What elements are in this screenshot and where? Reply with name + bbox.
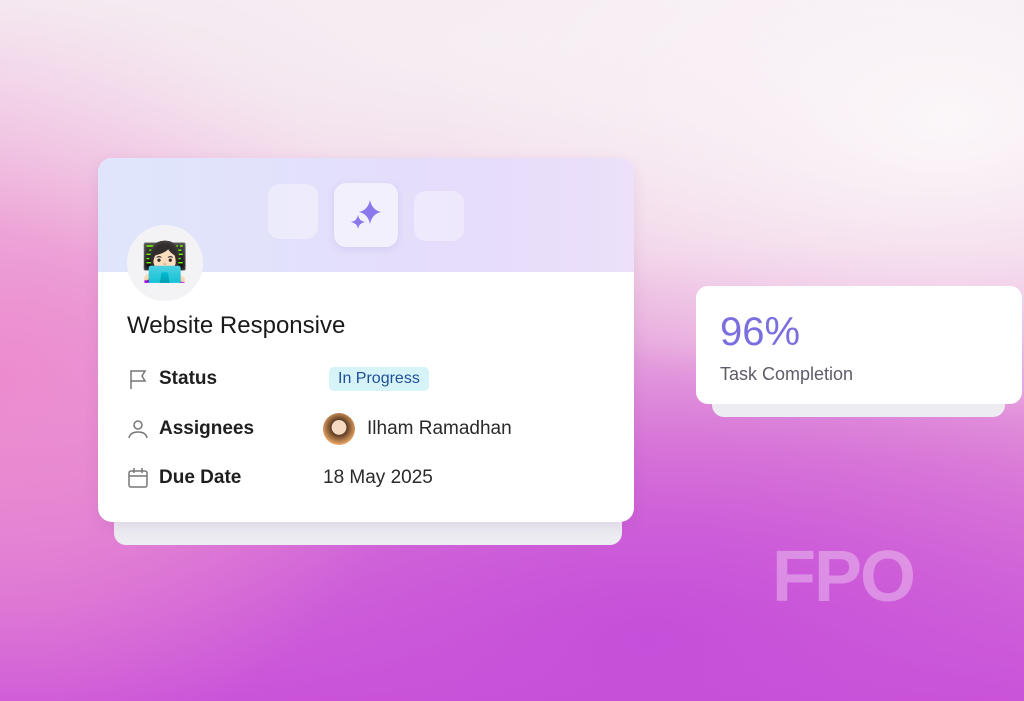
assignees-label: Assignees (159, 418, 255, 439)
calendar-icon (128, 468, 148, 488)
user-icon (128, 420, 148, 439)
due-date-label: Due Date (159, 467, 242, 488)
header-tile-right (414, 191, 464, 241)
assignee-avatar (323, 413, 355, 445)
assignees-row: Assignees Ilham Ramadhan (127, 413, 607, 445)
sparkles-icon (351, 200, 381, 229)
completion-label: Task Completion (720, 364, 854, 384)
woman-technologist-icon: 👩🏻‍💻 (141, 242, 189, 284)
task-avatar: 👩🏻‍💻 (127, 225, 203, 301)
task-card[interactable]: 👩🏻‍💻 Website Responsive Status In Progre… (98, 158, 634, 522)
due-date-value: 18 May 2025 (323, 467, 433, 488)
completion-percent: 96% (720, 310, 801, 354)
flag-icon (130, 370, 147, 389)
task-title: Website Responsive (127, 312, 346, 339)
status-label: Status (159, 368, 218, 389)
due-date-row: Due Date 18 May 2025 (127, 465, 607, 491)
sparkles-tile[interactable] (334, 183, 398, 247)
status-badge: In Progress (329, 367, 429, 391)
status-row: Status In Progress (127, 366, 607, 392)
assignee-name[interactable]: Ilham Ramadhan (367, 418, 512, 439)
task-completion-card: 96% Task Completion (696, 286, 1022, 404)
fpo-watermark: FPO (772, 537, 916, 617)
header-tile-left (268, 184, 318, 239)
